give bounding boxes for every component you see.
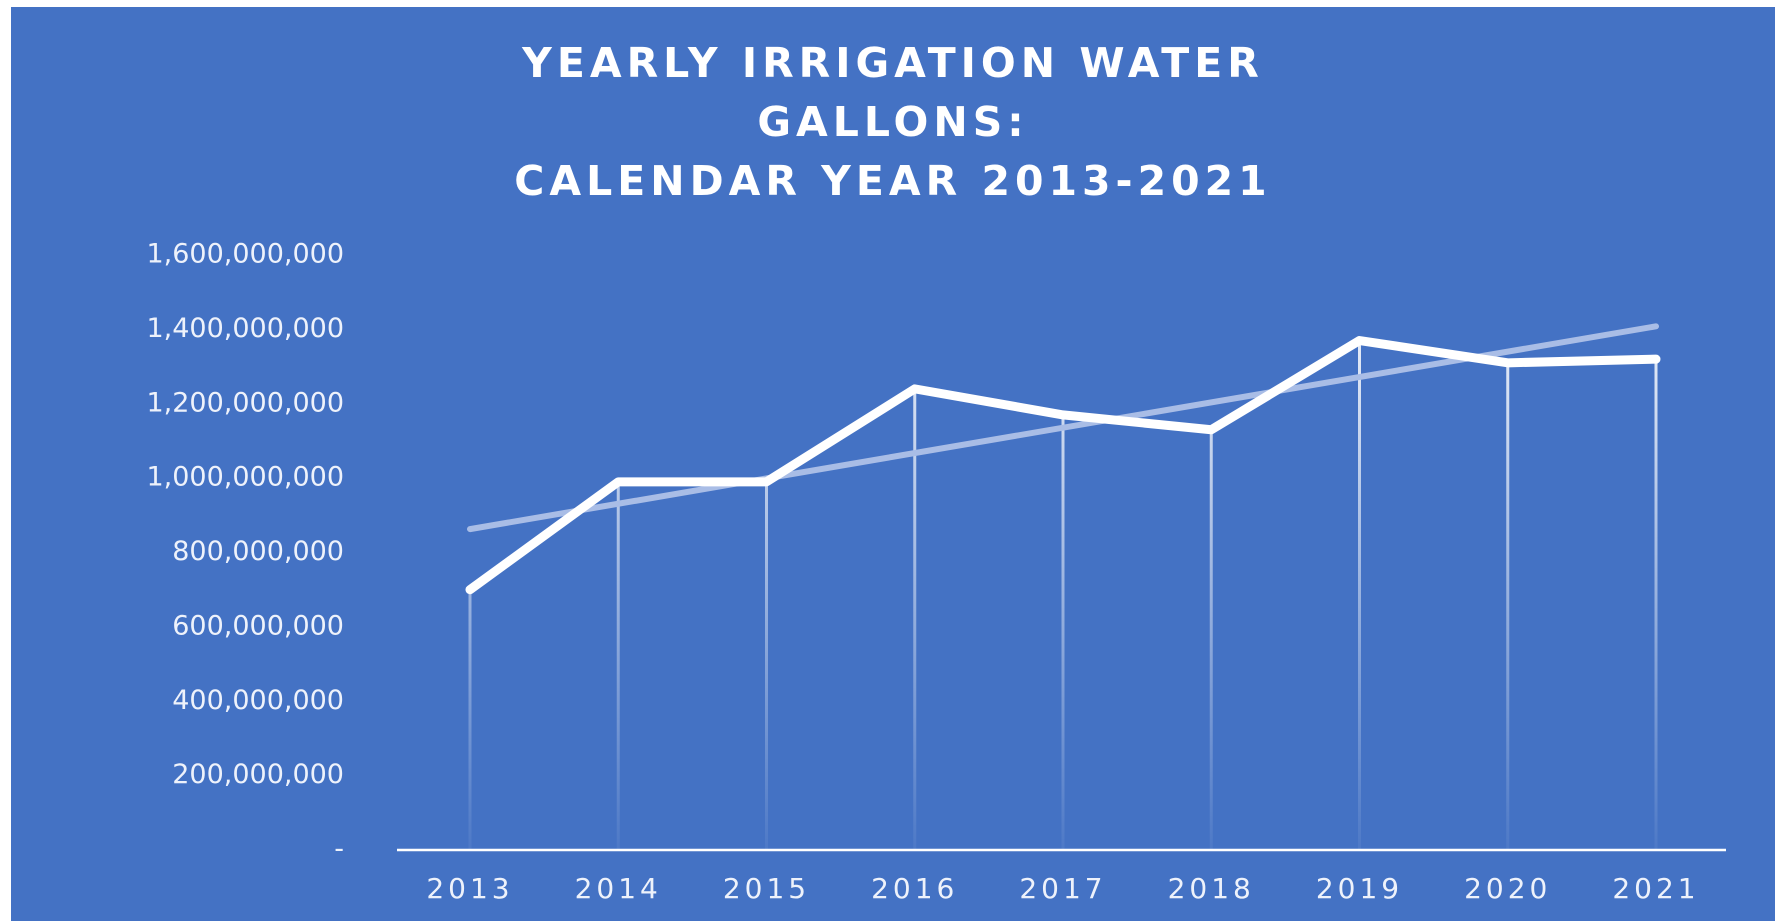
x-tick-label: 2014: [575, 872, 662, 905]
x-tick-label: 2017: [1019, 872, 1106, 905]
y-tick-label: -: [334, 834, 344, 865]
chart-title: GALLONS:: [757, 98, 1028, 146]
x-tick-label: 2013: [426, 872, 513, 905]
y-tick-label: 200,000,000: [172, 759, 344, 790]
y-tick-label: 1,000,000,000: [146, 462, 344, 493]
x-tick-label: 2020: [1464, 872, 1551, 905]
chart-title: YEARLY IRRIGATION WATER: [521, 39, 1264, 87]
y-tick-label: 800,000,000: [172, 536, 344, 567]
x-tick-label: 2019: [1316, 872, 1403, 905]
y-tick-label: 600,000,000: [172, 610, 344, 641]
chart-title: CALENDAR YEAR 2013-2021: [514, 157, 1271, 205]
y-tick-label: 1,200,000,000: [146, 387, 344, 418]
x-tick-label: 2021: [1612, 872, 1699, 905]
y-tick-label: 400,000,000: [172, 685, 344, 716]
y-tick-label: 1,600,000,000: [146, 239, 344, 270]
x-tick-label: 2015: [723, 872, 810, 905]
y-tick-label: 1,400,000,000: [146, 313, 344, 344]
data-line: [465, 336, 1661, 595]
x-tick-label: 2016: [871, 872, 958, 905]
x-tick-label: 2018: [1168, 872, 1255, 905]
trendline: [467, 323, 1659, 533]
chart-background: [11, 7, 1775, 921]
